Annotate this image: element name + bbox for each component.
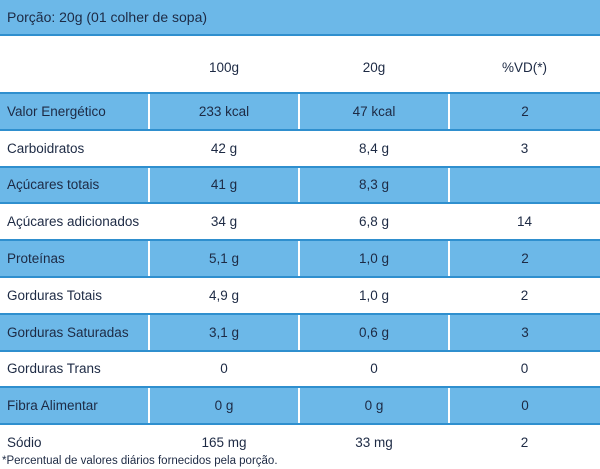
value-100g: 41 g (148, 165, 299, 205)
column-header-100g: 100g (149, 43, 299, 93)
value-20g: 1,0 g (298, 239, 449, 278)
value-vd: 3 (449, 129, 600, 167)
value-100g: 233 kcal (148, 92, 299, 131)
value-vd: 0 (449, 350, 600, 388)
nutrition-table: 100g 20g %VD(*) Valor Energético 233 kcal… (0, 43, 600, 460)
value-vd: 3 (448, 312, 600, 352)
value-100g: 165 mg (149, 424, 299, 460)
nutrient-name: Gorduras Trans (0, 350, 149, 388)
value-100g: 5,1 g (148, 239, 299, 278)
table-row: Valor Energético 233 kcal 47 kcal 2 (0, 92, 600, 131)
value-100g: 0 (149, 350, 299, 388)
table-row: Açúcares totais 41 g 8,3 g (0, 165, 600, 205)
value-vd: 0 (448, 386, 600, 426)
value-vd: 2 (449, 276, 600, 314)
nutrient-name: Valor Energético (0, 92, 149, 131)
value-vd: 2 (448, 92, 600, 131)
value-100g: 42 g (149, 129, 299, 167)
value-20g: 0,6 g (298, 312, 449, 352)
value-vd: 14 (449, 203, 600, 241)
nutrient-name: Açúcares adicionados (0, 203, 149, 241)
value-20g: 1,0 g (299, 276, 449, 314)
nutrient-name: Gorduras Totais (0, 276, 149, 314)
value-20g: 33 mg (299, 424, 449, 460)
table-row: Gorduras Trans 0 0 0 (0, 350, 600, 388)
value-100g: 4,9 g (149, 276, 299, 314)
value-20g: 0 (299, 350, 449, 388)
nutrient-name: Carboidratos (0, 129, 149, 167)
value-100g: 0 g (148, 386, 299, 426)
column-header-vd: %VD(*) (449, 43, 600, 93)
table-header-row: 100g 20g %VD(*) (0, 43, 600, 93)
value-20g: 8,4 g (299, 129, 449, 167)
footnote: *Percentual de valores diários fornecido… (2, 455, 278, 467)
value-vd: 2 (449, 424, 600, 460)
serving-size-text: Porção: 20g (01 colher de sopa) (7, 9, 208, 25)
table-row: Açúcares adicionados 34 g 6,8 g 14 (0, 203, 600, 241)
nutrient-name: Gorduras Saturadas (0, 312, 149, 352)
value-100g: 3,1 g (148, 312, 299, 352)
nutrient-name: Sódio (0, 424, 149, 460)
nutrient-name: Açúcares totais (0, 165, 149, 205)
value-100g: 34 g (149, 203, 299, 241)
value-20g: 0 g (298, 386, 449, 426)
value-20g: 8,3 g (298, 165, 449, 205)
column-header-nutrient (0, 43, 149, 93)
value-vd: 2 (448, 239, 600, 278)
table-row: Sódio 165 mg 33 mg 2 (0, 424, 600, 460)
serving-header: Porção: 20g (01 colher de sopa) (0, 0, 600, 36)
value-20g: 6,8 g (299, 203, 449, 241)
nutrient-name: Fibra Alimentar (0, 386, 149, 426)
value-20g: 47 kcal (298, 92, 449, 131)
value-vd (448, 165, 600, 205)
column-header-20g: 20g (299, 43, 449, 93)
nutrient-name: Proteínas (0, 239, 149, 278)
